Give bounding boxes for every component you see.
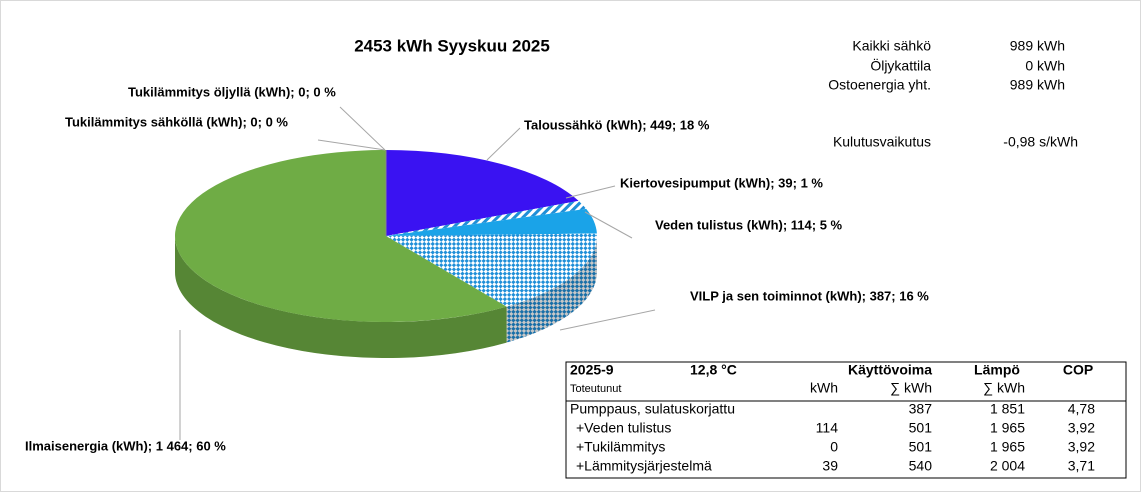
table-cell: 3,71 (1068, 458, 1095, 474)
leader-line (559, 309, 656, 331)
table-cell: 1 965 (990, 420, 1025, 436)
table-header: Lämpö (974, 362, 1020, 378)
leader-line (317, 139, 386, 151)
table-cell: 1 965 (990, 439, 1025, 455)
leader-line (339, 106, 386, 151)
summary-value: 989 kWh (1010, 77, 1065, 93)
table-cell: 0 (830, 439, 838, 455)
slice (386, 200, 587, 236)
table-cell: 3,92 (1068, 420, 1095, 436)
slice-shade (506, 236, 597, 343)
table-header: 12,8 °C (690, 362, 737, 378)
table-cell: 4,78 (1068, 401, 1095, 417)
table-header: 2025-9 (570, 362, 614, 378)
table-cell: 501 (909, 439, 933, 455)
leader-line (486, 127, 521, 161)
data-label: Veden tulistus (kWh); 114; 5 % (655, 217, 843, 232)
table-cell: +Lämmitysjärjestelmä (576, 458, 712, 474)
table-cell: 39 (822, 458, 838, 474)
table-cell: 2 004 (990, 458, 1025, 474)
summary-value: 0 kWh (1025, 58, 1065, 74)
summary-value: 989 kWh (1010, 38, 1065, 54)
data-label: Ilmaisenergia (kWh); 1 464; 60 % (25, 438, 226, 453)
chart-title: 2453 kWh Syyskuu 2025 (354, 36, 550, 55)
summary-value: -0,98 s/kWh (1003, 134, 1078, 150)
table-cell: 1 851 (990, 401, 1025, 417)
summary-label: Kaikki sähkö (852, 38, 931, 54)
slice (386, 150, 579, 236)
leader-line (565, 185, 616, 199)
slice (386, 233, 597, 307)
table-header: Käyttövoima (848, 362, 932, 378)
table-subheader: Toteutunut (570, 383, 621, 395)
data-label: Kiertovesipumput (kWh); 39; 1 % (620, 175, 823, 190)
leader-line (584, 211, 633, 239)
table-cell: 114 (816, 420, 839, 436)
table-cell: +Tukilämmitys (576, 439, 665, 455)
slice-side (506, 236, 597, 343)
summary-label: Ostoenergia yht. (828, 77, 931, 93)
summary-label: Kulutusvaikutus (833, 134, 931, 150)
data-label: VILP ja sen toiminnot (kWh); 387; 16 % (690, 288, 929, 303)
table-cell: +Veden tulistus (576, 420, 671, 436)
data-label: Tukilämmitys öljyllä (kWh); 0; 0 % (128, 84, 336, 99)
table-header: COP (1063, 362, 1093, 378)
table-cell: 3,92 (1068, 439, 1095, 455)
data-label: Taloussähkö (kWh); 449; 18 % (524, 117, 710, 132)
table-subheader: kWh (810, 380, 838, 396)
table-cell: Pumppaus, sulatuskorjattu (570, 401, 735, 417)
data-label: Tukilämmitys sähköllä (kWh); 0; 0 % (65, 114, 288, 129)
table-frame (565, 361, 1127, 479)
table-subheader: ∑ kWh (890, 380, 932, 396)
slice (175, 150, 507, 322)
summary-label: Öljykattila (870, 57, 931, 74)
table-cell: 501 (909, 420, 933, 436)
slice (386, 208, 597, 236)
slice-shade (175, 236, 507, 359)
slice-side (175, 236, 507, 359)
table-cell: 540 (909, 458, 933, 474)
table-cell: 387 (909, 401, 933, 417)
table-subheader: ∑ kWh (983, 380, 1025, 396)
